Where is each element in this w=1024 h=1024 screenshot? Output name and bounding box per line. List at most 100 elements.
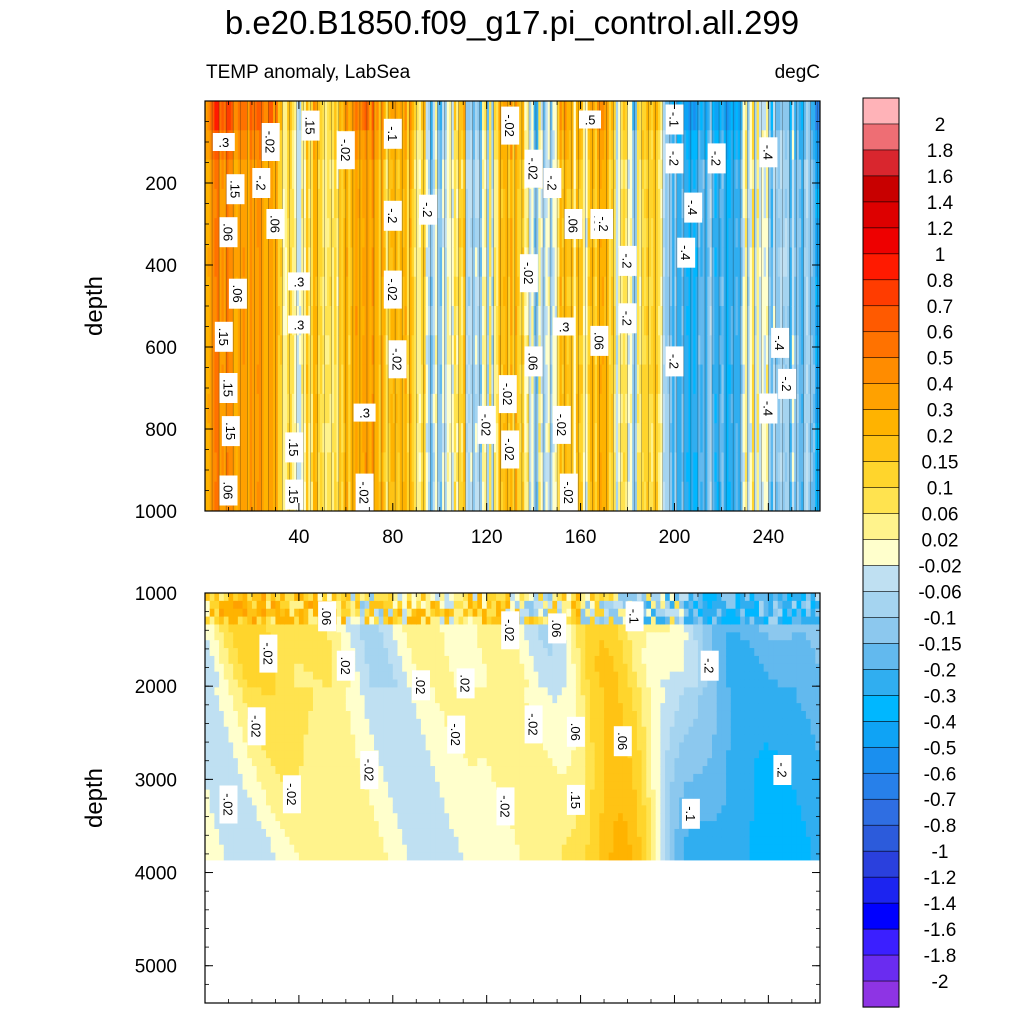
upper-field-cell (744, 364, 748, 395)
upper-field-cell (632, 130, 636, 161)
upper-field-cell (566, 159, 570, 190)
upper-field-cell (458, 452, 462, 483)
lower-field-cell (350, 695, 356, 704)
upper-field-cell (608, 188, 612, 219)
upper-field-cell (315, 130, 319, 161)
upper-field-cell (212, 218, 215, 249)
lower-field-cell (359, 844, 366, 854)
upper-field-cell (763, 188, 767, 219)
upper-field-cell (528, 481, 532, 511)
lower-field-cell (327, 828, 333, 838)
upper-field-cell (280, 159, 284, 190)
upper-field-cell (686, 393, 690, 424)
upper-field-cell (503, 276, 507, 307)
upper-field-cell (209, 130, 213, 161)
upper-field-cell (449, 423, 453, 454)
lower-field-cell (322, 655, 328, 665)
lower-field-cell (214, 789, 220, 799)
upper-field-cell (404, 101, 408, 131)
upper-field-cell (258, 247, 262, 278)
upper-field-cell (592, 188, 596, 219)
upper-field-cell (726, 335, 730, 366)
lower-field-cell (317, 758, 323, 767)
upper-field-cell (397, 218, 401, 249)
upper-field-cell (416, 276, 420, 307)
upper-field-cell (566, 452, 570, 483)
upper-field-cell (519, 481, 523, 511)
upper-field-cell (341, 306, 345, 336)
lower-field-cell (270, 781, 277, 791)
lower-field-cell (256, 828, 262, 838)
upper-field-cell (780, 306, 784, 336)
upper-field-cell (423, 452, 427, 483)
upper-field-cell (369, 101, 373, 131)
upper-field-cell (660, 423, 664, 454)
lower-field-cell (214, 600, 220, 610)
upper-field-cell (329, 101, 333, 131)
upper-field-cell (298, 101, 302, 131)
upper-field-cell (374, 306, 377, 336)
upper-field-cell (615, 393, 619, 424)
upper-field-cell (458, 130, 462, 161)
upper-field-cell (338, 452, 342, 483)
upper-field-cell (747, 452, 751, 483)
upper-field-cell (472, 423, 476, 454)
upper-field-cell (256, 452, 260, 483)
upper-field-cell (533, 423, 537, 454)
upper-field-cell (261, 218, 265, 249)
lower-field-cell (270, 593, 277, 602)
lower-field-cell (280, 655, 286, 665)
upper-field-cell (690, 276, 694, 307)
upper-field-cell (674, 452, 678, 483)
upper-field-cell (686, 276, 690, 307)
upper-field-cell (636, 188, 640, 219)
upper-field-cell (327, 130, 331, 161)
upper-field-cell (350, 335, 354, 366)
upper-field-cell (815, 218, 819, 249)
lower-field-cell (289, 632, 295, 641)
upper-field-cell (775, 188, 779, 219)
lower-field-cell (237, 718, 244, 728)
lower-field-cell (364, 703, 370, 712)
upper-field-cell (754, 306, 758, 336)
lower-field-cell (256, 773, 262, 783)
lower-field-cell (251, 828, 258, 838)
upper-field-cell (805, 306, 809, 336)
upper-field-cell (723, 218, 727, 249)
lower-field-cell (303, 593, 309, 602)
lower-field-cell (364, 789, 370, 799)
lower-field-cell (275, 687, 281, 696)
upper-field-cell (242, 452, 246, 483)
upper-field-cell (798, 335, 802, 366)
upper-field-cell (322, 364, 326, 395)
upper-field-cell (270, 101, 274, 131)
upper-field-cell (343, 335, 347, 366)
lower-field-cell (275, 655, 281, 665)
upper-field-cell (737, 452, 741, 483)
lower-field-cell (336, 726, 342, 736)
lower-field-cell (247, 671, 253, 681)
lower-field-cell (219, 821, 225, 830)
lower-field-cell (355, 734, 361, 744)
upper-field-cell (287, 101, 291, 131)
upper-field-cell (622, 101, 626, 131)
lower-field-cell (336, 781, 342, 791)
upper-field-cell (721, 393, 725, 424)
upper-field-cell (254, 276, 258, 307)
upper-field-cell (550, 247, 554, 278)
upper-field-cell (296, 452, 300, 483)
upper-field-cell (620, 188, 624, 219)
lower-field-cell (251, 687, 258, 696)
upper-field-cell (740, 364, 744, 395)
upper-field-cell (371, 247, 375, 278)
upper-field-cell (270, 188, 274, 219)
upper-field-cell (449, 393, 453, 424)
upper-field-cell (686, 101, 690, 131)
lower-field-cell (205, 624, 211, 633)
upper-field-cell (399, 306, 403, 336)
upper-field-cell (550, 188, 554, 219)
upper-field-cell (634, 276, 638, 307)
upper-field-cell (430, 218, 434, 249)
lower-field-cell (219, 836, 225, 846)
subtitle-units: degC (774, 62, 820, 83)
